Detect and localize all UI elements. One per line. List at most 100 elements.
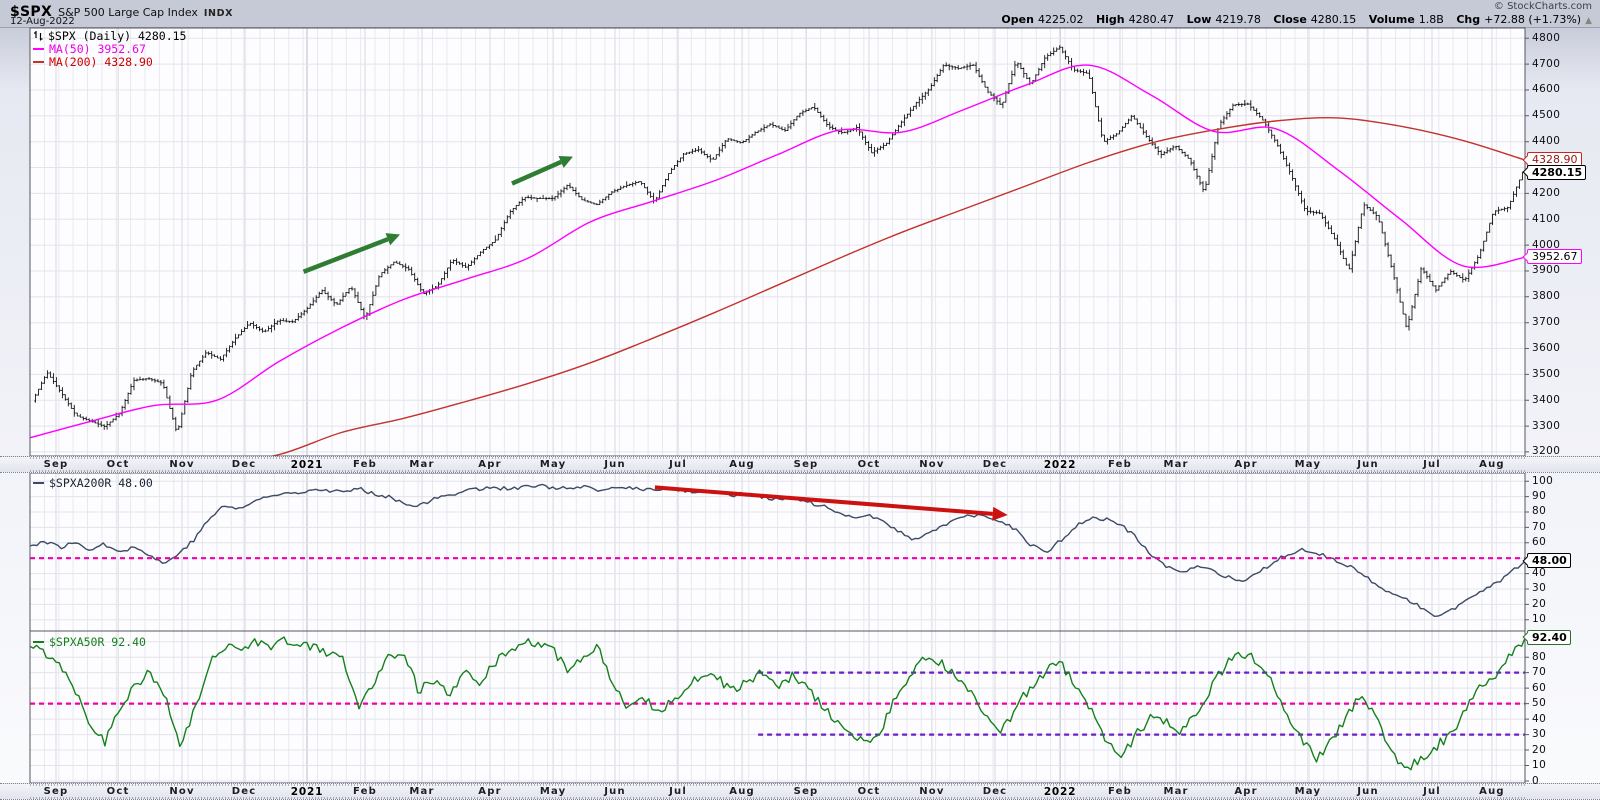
x-axis-month-label: Sep xyxy=(793,786,819,797)
x-axis-month-label: Aug xyxy=(729,459,755,470)
ma50-legend: MA(50) 3952.67 xyxy=(49,42,146,56)
price-value-bubble: 4280.15 xyxy=(1527,164,1587,180)
y-axis-label: 3600 xyxy=(1532,342,1561,355)
x-axis-month-label: Dec xyxy=(231,459,257,470)
x-axis-month-label: Jul xyxy=(669,786,688,797)
y-axis-label: 4400 xyxy=(1532,135,1561,148)
y-axis-label: 30 xyxy=(1532,582,1547,595)
chart-type-icon xyxy=(34,31,43,41)
x-axis-month-label: May xyxy=(1294,786,1322,797)
y-axis-label: 10 xyxy=(1532,759,1547,772)
y-axis-label: 60 xyxy=(1532,681,1547,694)
x-axis-month-label: Jun xyxy=(604,459,626,470)
ma200-legend: MA(200) 4328.90 xyxy=(49,55,153,69)
symbol-line: $SPX S&P 500 Large Cap Index INDX xyxy=(10,1,233,20)
y-axis-label: 4500 xyxy=(1532,109,1561,122)
y-axis-label: 90 xyxy=(1532,490,1547,503)
x-axis-month-label: Mar xyxy=(1163,786,1189,797)
x-axis-month-label: Oct xyxy=(106,459,130,470)
x-axis-month-label: Oct xyxy=(106,786,130,797)
y-axis-label: 4600 xyxy=(1532,83,1561,96)
x-axis-year-label: 2022 xyxy=(1043,786,1077,798)
y-axis-label: 3800 xyxy=(1532,290,1561,303)
x-axis-month-label: Nov xyxy=(919,459,945,470)
y-axis-label: 10 xyxy=(1532,613,1547,626)
x-axis-month-label: May xyxy=(1294,459,1322,470)
y-axis-label: 4100 xyxy=(1532,212,1561,225)
symbol-exchange: INDX xyxy=(203,8,234,19)
y-axis-label: 4800 xyxy=(1532,31,1561,44)
y-axis-label: 4700 xyxy=(1532,57,1561,70)
y-axis-label: 60 xyxy=(1532,536,1547,549)
y-axis-label: 3700 xyxy=(1532,316,1561,329)
x-axis-month-label: Aug xyxy=(729,786,755,797)
y-axis-label: 3900 xyxy=(1532,264,1561,277)
x-axis-month-label: Mar xyxy=(409,459,435,470)
x-axis-month-label: Sep xyxy=(43,786,69,797)
y-axis-label: 3200 xyxy=(1532,445,1561,458)
x-axis-month-label: Jun xyxy=(604,786,626,797)
a50r-panel-legend: $SPXA50R 92.40 xyxy=(33,636,146,649)
x-axis-month-label: Jun xyxy=(1357,459,1379,470)
open-value: 4225.02 xyxy=(1037,13,1084,26)
a50r-legend-title: $SPXA50R 92.40 xyxy=(49,635,146,649)
x-axis-month-label: Nov xyxy=(919,786,945,797)
copyright: © StockCharts.com xyxy=(1493,1,1592,12)
x-axis-month-label: Feb xyxy=(1108,786,1132,797)
quote-summary: Open 4225.02 High 4280.47 Low 4219.78 Close… xyxy=(1001,13,1592,26)
x-axis-month-label: Nov xyxy=(169,459,195,470)
x-axis-month-label: May xyxy=(539,786,567,797)
x-axis-month-label: Sep xyxy=(793,459,819,470)
y-axis-label: 30 xyxy=(1532,728,1547,741)
y-axis-label: 40 xyxy=(1532,712,1547,725)
date-axis-lower: Sep Oct Nov Dec 2021 Feb Mar Apr May Jun Jul Aug Sep… xyxy=(0,783,1600,800)
a200r-swatch xyxy=(33,482,44,484)
x-axis-month-label: Apr xyxy=(478,786,502,797)
price-legend-title: $SPX (Daily) 4280.15 xyxy=(48,29,187,43)
x-axis-month-label: Oct xyxy=(857,459,881,470)
price-panel-legend: $SPX (Daily) 4280.15 MA(50) 3952.67 MA(2… xyxy=(33,30,186,69)
x-axis-month-label: Dec xyxy=(231,786,257,797)
y-axis-label: 50 xyxy=(1532,697,1547,710)
volume-value: 1.8B xyxy=(1418,13,1444,26)
chg-value: +72.88 (+1.73%) xyxy=(1484,13,1582,26)
x-axis-month-label: Nov xyxy=(169,786,195,797)
low-label: Low xyxy=(1186,13,1212,26)
price-value-bubble: 4328.90 xyxy=(1527,152,1582,168)
x-axis-month-label: Mar xyxy=(409,786,435,797)
close-value: 4280.15 xyxy=(1310,13,1357,26)
x-axis-year-label: 2021 xyxy=(290,786,324,798)
volume-label: Volume xyxy=(1368,13,1415,26)
x-axis-month-label: Jun xyxy=(1357,786,1379,797)
y-axis-label: 80 xyxy=(1532,650,1547,663)
x-axis-month-label: Feb xyxy=(1108,459,1132,470)
x-axis-month-label: Mar xyxy=(1163,459,1189,470)
x-axis-month-label: Feb xyxy=(353,786,377,797)
y-axis-label: 70 xyxy=(1532,520,1547,533)
low-value: 4219.78 xyxy=(1215,13,1261,26)
x-axis-month-label: Feb xyxy=(353,459,377,470)
y-axis-label: 3300 xyxy=(1532,419,1561,432)
y-axis-label: 4200 xyxy=(1532,186,1561,199)
x-axis-month-label: Sep xyxy=(43,459,69,470)
chart-date: 12-Aug-2022 xyxy=(10,16,75,27)
y-axis-label: 4000 xyxy=(1532,238,1561,251)
x-axis-month-label: Jul xyxy=(1423,459,1441,470)
chart-header: $SPX S&P 500 Large Cap Index INDX 12-Aug-2… xyxy=(0,0,1600,28)
price-value-bubble: 3952.67 xyxy=(1527,249,1582,265)
y-axis-label: 20 xyxy=(1532,743,1547,756)
x-axis-month-label: Dec xyxy=(982,459,1008,470)
x-axis-month-label: Apr xyxy=(1234,459,1258,470)
a50r-swatch xyxy=(33,641,44,643)
open-label: Open xyxy=(1001,13,1034,26)
y-axis-label: 80 xyxy=(1532,505,1547,518)
price-value-bubble: 48.00 xyxy=(1527,553,1571,569)
change-up-icon: ▲ xyxy=(1585,16,1592,26)
y-axis-label: 3500 xyxy=(1532,367,1561,380)
high-label: High xyxy=(1095,13,1125,26)
y-axis-label: 70 xyxy=(1532,666,1547,679)
a200r-panel-legend: $SPXA200R 48.00 xyxy=(33,477,153,490)
y-axis-label: 100 xyxy=(1532,474,1554,487)
x-axis-month-label: Dec xyxy=(982,786,1008,797)
